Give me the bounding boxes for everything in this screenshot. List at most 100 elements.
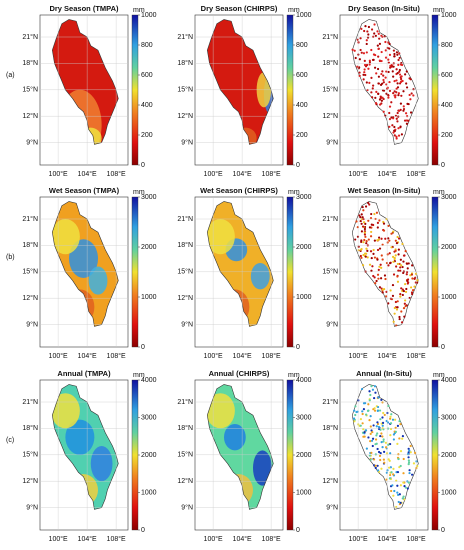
station xyxy=(397,94,400,97)
station xyxy=(379,434,382,438)
station xyxy=(407,459,410,462)
panel-title: Wet Season (CHIRPS) xyxy=(200,186,278,195)
lat-label: 9°N xyxy=(26,320,38,328)
station xyxy=(399,80,403,84)
station xyxy=(416,281,419,284)
colorbar-label: 0 xyxy=(441,344,445,351)
station xyxy=(394,96,397,99)
lat-label: 12°N xyxy=(177,294,193,302)
station xyxy=(395,265,398,268)
station xyxy=(405,86,409,89)
station xyxy=(398,262,401,266)
station xyxy=(396,493,400,497)
station xyxy=(386,469,389,472)
station xyxy=(404,73,407,76)
station xyxy=(382,229,386,232)
lon-label: 100°E xyxy=(349,170,368,178)
colorbar-unit: mm xyxy=(433,372,445,379)
station xyxy=(361,410,364,413)
station xyxy=(400,310,403,313)
lon-label: 100°E xyxy=(204,535,223,543)
station xyxy=(369,415,372,418)
station xyxy=(382,81,385,84)
lon-label: 104°E xyxy=(233,535,252,543)
station xyxy=(411,292,414,296)
station xyxy=(358,58,361,61)
station xyxy=(387,458,390,461)
station xyxy=(394,430,398,433)
colorbar-label: 4000 xyxy=(441,377,457,384)
station xyxy=(404,305,407,308)
station xyxy=(372,408,375,411)
station xyxy=(369,425,372,428)
station xyxy=(363,227,367,231)
panel-title: Annual (TMPA) xyxy=(57,369,111,378)
lat-label: 12°N xyxy=(22,112,38,120)
station xyxy=(364,222,367,225)
station xyxy=(402,495,405,498)
station xyxy=(407,456,410,459)
station xyxy=(406,278,410,281)
map-layer xyxy=(351,384,419,510)
station xyxy=(365,42,368,46)
station xyxy=(376,447,379,451)
station xyxy=(360,387,364,391)
station xyxy=(399,484,402,487)
station xyxy=(374,391,377,394)
station xyxy=(396,53,399,56)
station xyxy=(405,273,408,276)
station xyxy=(380,34,383,37)
station xyxy=(405,270,409,274)
station xyxy=(369,440,372,443)
station xyxy=(384,237,387,240)
station xyxy=(370,28,374,31)
station xyxy=(367,33,370,36)
station xyxy=(375,90,378,93)
lon-label: 108°E xyxy=(107,352,126,360)
station xyxy=(403,315,406,318)
station xyxy=(367,238,370,241)
station xyxy=(362,52,366,55)
station xyxy=(396,306,399,309)
station xyxy=(397,127,400,130)
station xyxy=(371,444,374,448)
station xyxy=(360,27,363,31)
station xyxy=(379,263,382,266)
station xyxy=(389,452,392,455)
station xyxy=(393,52,396,56)
station xyxy=(392,65,395,68)
colorbar xyxy=(431,14,439,166)
station xyxy=(390,64,393,68)
station xyxy=(384,76,387,79)
station xyxy=(352,417,356,420)
station xyxy=(365,247,368,250)
station xyxy=(386,46,389,50)
station xyxy=(381,89,385,92)
station xyxy=(394,254,397,257)
station xyxy=(371,388,375,391)
station xyxy=(369,458,372,461)
station xyxy=(400,77,403,81)
station xyxy=(397,253,400,256)
station xyxy=(398,493,401,496)
station xyxy=(399,423,402,426)
station xyxy=(375,425,378,428)
station xyxy=(367,219,370,222)
station xyxy=(370,439,374,442)
station xyxy=(376,30,379,33)
station xyxy=(383,461,386,464)
station xyxy=(368,61,372,64)
station xyxy=(415,466,418,470)
station xyxy=(409,451,412,454)
station xyxy=(362,428,365,431)
station xyxy=(394,239,397,242)
station xyxy=(375,72,378,75)
lon-label: 100°E xyxy=(49,352,68,360)
basin-outline xyxy=(351,201,419,327)
station xyxy=(359,254,362,258)
station xyxy=(381,416,384,419)
station xyxy=(382,411,385,415)
station xyxy=(394,300,397,304)
station xyxy=(372,252,375,255)
station xyxy=(361,264,365,267)
